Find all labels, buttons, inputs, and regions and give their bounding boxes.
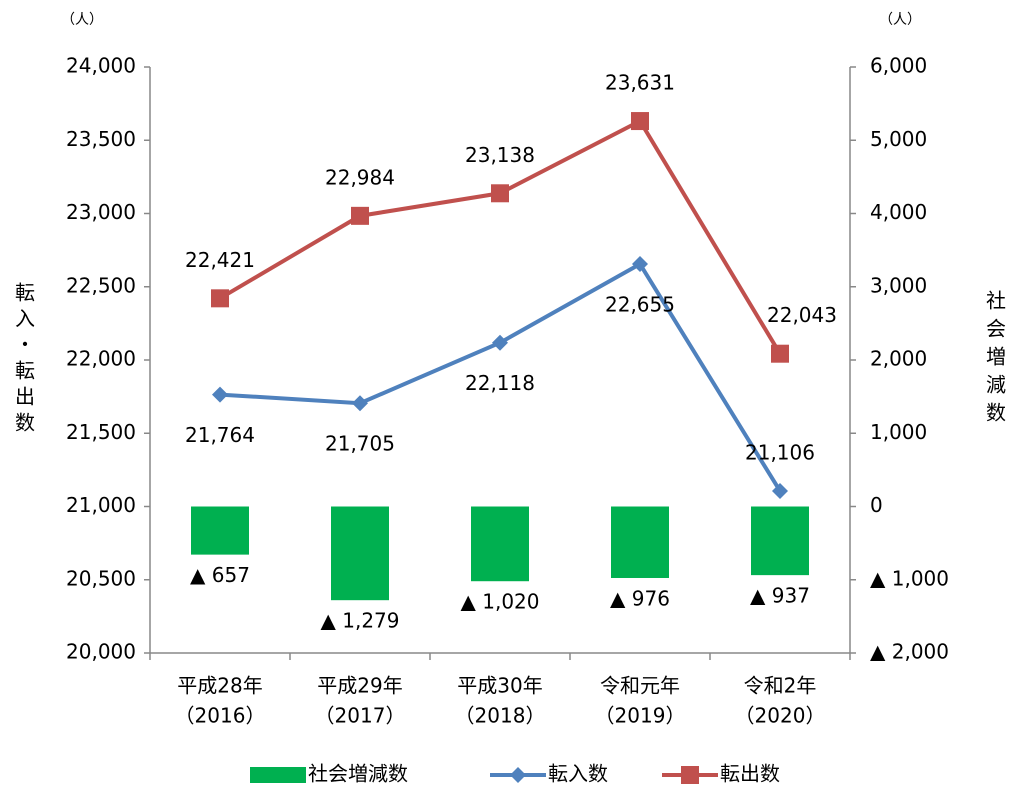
x-tick-label: （2019） xyxy=(595,704,686,728)
marker xyxy=(351,206,369,225)
bar xyxy=(471,506,529,582)
line-value-label: 23,138 xyxy=(465,143,535,167)
line-value-label: 23,631 xyxy=(605,71,675,95)
legend-swatch xyxy=(510,767,526,783)
y2-tick-label: 5,000 xyxy=(870,127,927,151)
x-tick-label: （2017） xyxy=(315,704,406,728)
bar-value-label: ▲ 657 xyxy=(190,563,250,587)
legend-label: 転出数 xyxy=(720,762,780,786)
marker xyxy=(211,289,229,308)
line-value-label: 21,764 xyxy=(185,423,255,447)
y2-unit: （人） xyxy=(879,12,921,28)
y2-tick-label: 6,000 xyxy=(870,54,927,78)
bar xyxy=(611,506,669,578)
marker xyxy=(772,482,788,499)
x-tick-label: 平成30年 xyxy=(457,674,542,698)
bar xyxy=(191,506,249,555)
marker xyxy=(492,334,508,351)
bar-value-label: ▲ 1,020 xyxy=(461,590,540,614)
y-tick-label: 21,000 xyxy=(66,493,136,517)
y-tick-label: 23,000 xyxy=(66,200,136,224)
y-tick-label: 20,000 xyxy=(66,640,136,664)
x-tick-label: （2018） xyxy=(455,704,546,728)
y2-tick-label: ▲ 2,000 xyxy=(870,640,949,664)
x-tick-label: 令和元年 xyxy=(600,674,680,698)
y-tick-label: 22,500 xyxy=(66,273,136,297)
y2-tick-label: ▲ 1,000 xyxy=(870,566,949,590)
x-tick-label: 平成28年 xyxy=(177,674,262,698)
y-tick-label: 20,500 xyxy=(66,566,136,590)
bar-value-label: ▲ 1,279 xyxy=(321,609,400,633)
y2-axis-label: 社会増減数 xyxy=(983,290,1007,430)
marker xyxy=(352,395,368,412)
legend-label: 転入数 xyxy=(548,762,608,786)
marker xyxy=(212,386,228,403)
legend-swatch xyxy=(681,766,699,784)
marker xyxy=(771,344,789,363)
marker xyxy=(491,184,509,203)
x-tick-label: （2020） xyxy=(735,704,826,728)
line-value-label: 22,421 xyxy=(185,248,255,272)
x-tick-label: 令和2年 xyxy=(744,674,817,698)
y-tick-label: 22,000 xyxy=(66,347,136,371)
legend-swatch xyxy=(250,767,306,783)
line-value-label: 22,984 xyxy=(325,165,395,189)
y2-tick-label: 4,000 xyxy=(870,200,927,224)
line-value-label: 22,655 xyxy=(605,293,675,317)
y2-tick-label: 2,000 xyxy=(870,347,927,371)
y-tick-label: 24,000 xyxy=(66,54,136,78)
line-value-label: 22,118 xyxy=(465,371,535,395)
marker xyxy=(632,256,648,273)
y-axis-label: 転入・転出数 xyxy=(12,282,36,438)
line-value-label: 21,106 xyxy=(745,440,815,464)
y2-tick-label: 3,000 xyxy=(870,273,927,297)
bar xyxy=(331,506,389,601)
legend-label: 社会増減数 xyxy=(308,762,408,786)
line-value-label: 22,043 xyxy=(767,303,837,327)
y2-tick-label: 0 xyxy=(870,493,883,517)
y-tick-label: 21,500 xyxy=(66,420,136,444)
line-value-label: 21,705 xyxy=(325,432,395,456)
marker xyxy=(631,112,649,131)
y-tick-label: 23,500 xyxy=(66,127,136,151)
y2-tick-label: 1,000 xyxy=(870,420,927,444)
x-tick-label: （2016） xyxy=(175,704,266,728)
bar-value-label: ▲ 976 xyxy=(610,586,670,610)
x-tick-label: 平成29年 xyxy=(317,674,402,698)
bar xyxy=(751,506,809,576)
bar-value-label: ▲ 937 xyxy=(750,584,810,608)
y-unit: （人） xyxy=(61,12,103,28)
